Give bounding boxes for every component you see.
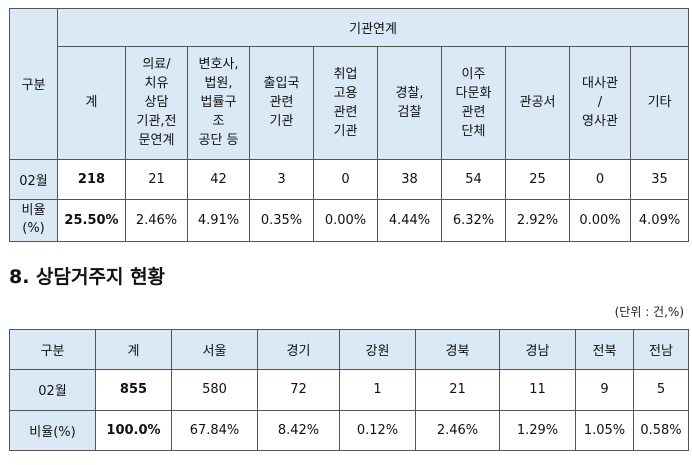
- table-cell: 218: [57, 158, 126, 200]
- residence-table: 구분 계 서울 경기 강원 경북 경남 전북 전남 02월 855 580 72…: [9, 328, 689, 452]
- table-cell: 4.44%: [377, 198, 442, 243]
- column-header: 기타: [629, 46, 690, 160]
- table-cell: 2.92%: [505, 198, 570, 243]
- column-header: 대사관 / 영사관: [569, 46, 631, 160]
- column-header: 전북: [575, 328, 634, 371]
- table-cell: 5: [633, 369, 689, 411]
- column-header: 계: [95, 328, 172, 371]
- table-cell: 0.58%: [633, 409, 689, 452]
- row-label: 02월: [9, 158, 58, 200]
- column-header: 구분: [9, 328, 96, 371]
- column-header: 취업 고용 관련 기관: [313, 46, 378, 160]
- table-cell: 35: [629, 158, 690, 200]
- column-header: 전남: [633, 328, 689, 371]
- table-cell: 0.12%: [339, 409, 416, 452]
- agency-linkage-table: 구분 기관연계 계 의료/ 치유 상담 기관,전 문연계 변호사, 법원, 법률…: [9, 7, 690, 243]
- column-header: 서울: [171, 328, 258, 371]
- table-cell: 2.46%: [125, 198, 188, 243]
- row-label: 비율 (%): [9, 198, 58, 243]
- table-cell: 3: [249, 158, 314, 200]
- column-header: 관공서: [505, 46, 570, 160]
- column-header: 경기: [257, 328, 340, 371]
- row-label: 02월: [9, 369, 96, 411]
- table-cell: 25: [505, 158, 570, 200]
- table-cell: 1: [339, 369, 416, 411]
- table-cell: 0.35%: [249, 198, 314, 243]
- column-header: 변호사, 법원, 법률구 조 공단 등: [187, 46, 250, 160]
- table-cell: 0.00%: [569, 198, 631, 243]
- table-cell: 4.91%: [187, 198, 250, 243]
- table-cell: 1.29%: [499, 409, 576, 452]
- column-header: 의료/ 치유 상담 기관,전 문연계: [125, 46, 188, 160]
- row-label: 비율(%): [9, 409, 96, 452]
- section-title: 8. 상담거주지 현황: [9, 266, 166, 288]
- table-cell: 72: [257, 369, 340, 411]
- table-cell: 25.50%: [57, 198, 126, 243]
- table-row: 비율 (%) 25.50% 2.46% 4.91% 0.35% 0.00% 4.…: [9, 198, 690, 243]
- unit-note: (단위 : 건,%): [614, 305, 684, 319]
- table-cell: 0: [313, 158, 378, 200]
- column-header: 경북: [415, 328, 500, 371]
- table-cell: 42: [187, 158, 250, 200]
- table-cell: 21: [125, 158, 188, 200]
- table-cell: 21: [415, 369, 500, 411]
- table-cell: 38: [377, 158, 442, 200]
- table-cell: 11: [499, 369, 576, 411]
- table-cell: 6.32%: [441, 198, 506, 243]
- column-header: 강원: [339, 328, 416, 371]
- column-header: 경남: [499, 328, 576, 371]
- table-row: 비율(%) 100.0% 67.84% 8.42% 0.12% 2.46% 1.…: [9, 409, 689, 452]
- header-row: 구분 계 서울 경기 강원 경북 경남 전북 전남: [9, 328, 689, 371]
- table-cell: 580: [171, 369, 258, 411]
- column-header: 경찰, 검찰: [377, 46, 442, 160]
- column-header: 이주 다문화 관련 단체: [441, 46, 506, 160]
- column-header: 계: [57, 46, 126, 160]
- table-cell: 0.00%: [313, 198, 378, 243]
- table-cell: 2.46%: [415, 409, 500, 452]
- table-row: 02월 218 21 42 3 0 38 54 25 0 35: [9, 158, 690, 200]
- table-cell: 4.09%: [629, 198, 690, 243]
- table-cell: 67.84%: [171, 409, 258, 452]
- table-cell: 100.0%: [95, 409, 172, 452]
- table-cell: 54: [441, 158, 506, 200]
- row-header-label: 구분: [9, 8, 58, 160]
- column-header: 출입국 관련 기관: [249, 46, 314, 160]
- table-row: 02월 855 580 72 1 21 11 9 5: [9, 369, 689, 411]
- table-cell: 1.05%: [575, 409, 634, 452]
- table-cell: 8.42%: [257, 409, 340, 452]
- table-cell: 0: [569, 158, 631, 200]
- table-cell: 9: [575, 369, 634, 411]
- group-header-label: 기관연계: [56, 7, 690, 48]
- table-cell: 855: [95, 369, 172, 411]
